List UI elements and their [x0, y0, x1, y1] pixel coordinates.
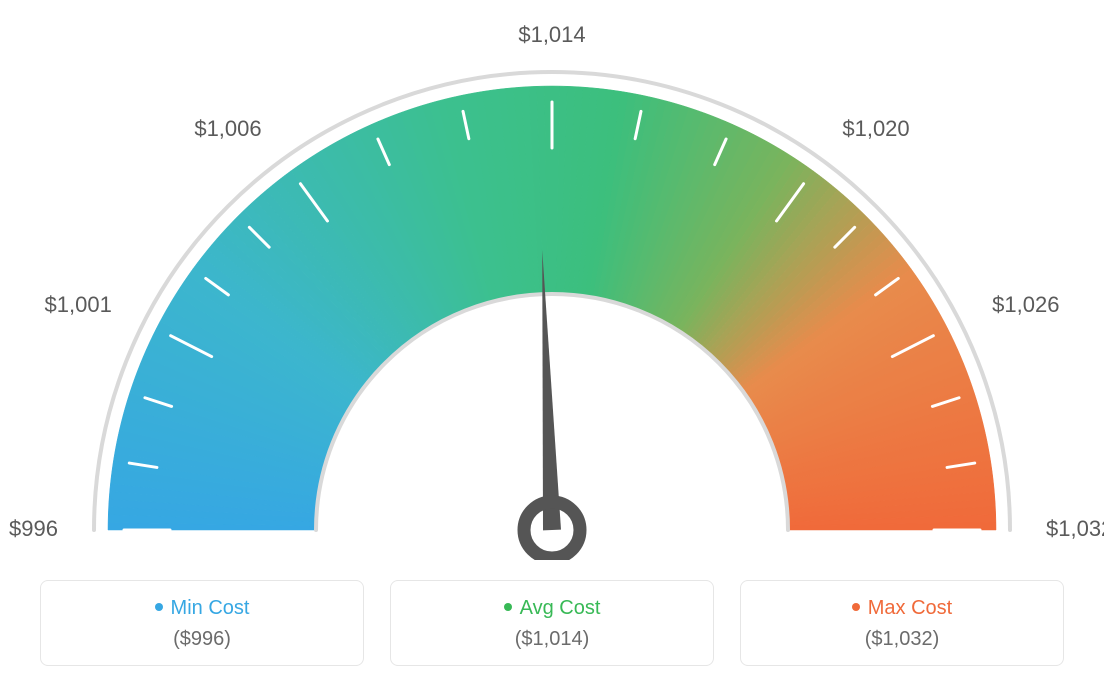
gauge-scale-label: $1,001 — [42, 292, 112, 318]
legend-card-min: Min Cost ($996) — [40, 580, 364, 666]
legend-title-avg: Avg Cost — [401, 597, 703, 620]
gauge-scale-label: $1,032 — [1046, 516, 1104, 542]
legend-title-text: Max Cost — [868, 597, 952, 619]
gauge-scale-label: $1,006 — [192, 116, 262, 142]
legend-card-avg: Avg Cost ($1,014) — [390, 580, 714, 666]
gauge-area: $996 $1,001 $1,006 $1,014 $1,020 $1,026 $1,032 — [0, 0, 1104, 560]
gauge-scale-label: $1,026 — [992, 292, 1059, 318]
chart-container: $996 $1,001 $1,006 $1,014 $1,020 $1,026 $1,032… — [0, 0, 1104, 690]
legend-value-min: ($996) — [51, 628, 353, 651]
legend-row: Min Cost ($996) Avg Cost ($1,014) Max Co… — [40, 580, 1064, 666]
gauge-svg — [0, 0, 1104, 560]
legend-title-text: Avg Cost — [520, 597, 601, 619]
legend-value-avg: ($1,014) — [401, 628, 703, 651]
dot-icon — [155, 603, 163, 611]
dot-icon — [852, 603, 860, 611]
gauge-scale-label: $996 — [0, 516, 58, 542]
legend-title-min: Min Cost — [51, 597, 353, 620]
legend-title-text: Min Cost — [171, 597, 250, 619]
gauge-scale-label: $1,014 — [512, 22, 592, 48]
legend-value-max: ($1,032) — [751, 628, 1053, 651]
gauge-scale-label: $1,020 — [842, 116, 909, 142]
legend-card-max: Max Cost ($1,032) — [740, 580, 1064, 666]
dot-icon — [504, 603, 512, 611]
legend-title-max: Max Cost — [751, 597, 1053, 620]
